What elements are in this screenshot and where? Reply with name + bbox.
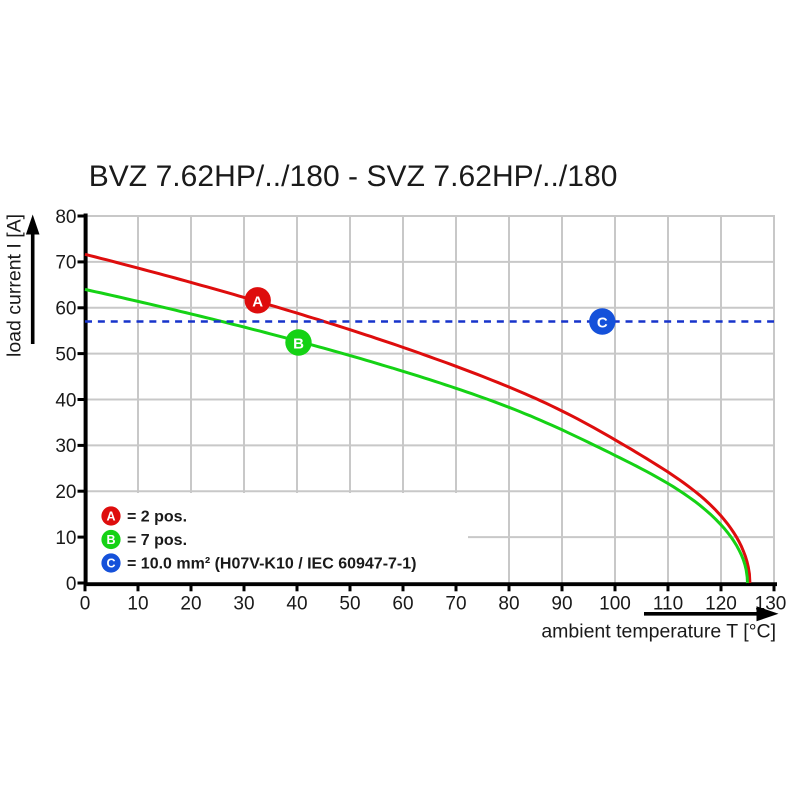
svg-text:30: 30 — [55, 436, 76, 457]
svg-text:20: 20 — [180, 594, 201, 615]
svg-text:0: 0 — [66, 574, 77, 595]
svg-text:40: 40 — [286, 594, 307, 615]
svg-text:= 7 pos.: = 7 pos. — [127, 532, 187, 549]
svg-text:BVZ 7.62HP/../180 - SVZ 7.62HP: BVZ 7.62HP/../180 - SVZ 7.62HP/../180 — [89, 160, 618, 193]
svg-text:20: 20 — [55, 482, 76, 503]
svg-text:C: C — [597, 315, 608, 332]
svg-text:80: 80 — [498, 594, 519, 615]
svg-text:50: 50 — [339, 594, 360, 615]
svg-text:70: 70 — [445, 594, 466, 615]
svg-text:load current I [A]: load current I [A] — [4, 214, 26, 357]
svg-text:10: 10 — [127, 594, 148, 615]
svg-text:ambient temperature T [°C]: ambient temperature T [°C] — [541, 621, 776, 643]
svg-text:C: C — [106, 557, 115, 571]
svg-text:90: 90 — [551, 594, 572, 615]
svg-text:10: 10 — [55, 528, 76, 549]
svg-text:80: 80 — [55, 207, 76, 228]
svg-text:40: 40 — [55, 390, 76, 411]
svg-text:0: 0 — [80, 594, 91, 615]
svg-text:= 2 pos.: = 2 pos. — [127, 509, 187, 526]
svg-text:100: 100 — [599, 594, 631, 615]
svg-text:70: 70 — [55, 253, 76, 274]
svg-text:= 10.0 mm² (H07V-K10 / IEC 609: = 10.0 mm² (H07V-K10 / IEC 60947-7-1) — [127, 556, 416, 573]
svg-text:60: 60 — [392, 594, 413, 615]
svg-text:110: 110 — [653, 594, 683, 615]
svg-text:A: A — [106, 510, 115, 524]
svg-text:30: 30 — [233, 594, 254, 615]
svg-text:60: 60 — [55, 299, 76, 320]
svg-text:B: B — [293, 336, 304, 353]
svg-text:A: A — [252, 293, 263, 310]
svg-text:50: 50 — [55, 344, 76, 365]
svg-text:120: 120 — [705, 594, 737, 615]
svg-text:B: B — [106, 533, 115, 547]
